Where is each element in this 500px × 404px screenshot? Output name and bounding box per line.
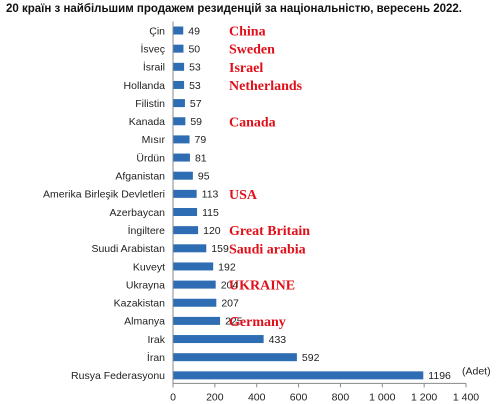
x-tick-label: 0 <box>170 391 176 403</box>
bar <box>173 280 216 289</box>
value-label: 159 <box>211 243 229 255</box>
category-label: Rusya Federasyonu <box>71 370 165 382</box>
x-ticks-layer: 0 200 400 600 800 1 000 1 200 1 400 <box>170 383 479 403</box>
category-label: Amerika Birleşik Devletleri <box>43 189 165 201</box>
x-tick-label: 600 <box>290 391 308 403</box>
category-label: Ürdün <box>136 152 165 164</box>
category-label: Filistin <box>135 98 165 110</box>
value-label: 59 <box>190 116 202 128</box>
category-label: Çin <box>149 25 165 37</box>
value-label: 113 <box>202 189 219 201</box>
value-label: 592 <box>302 352 320 364</box>
country-annotation: USA <box>229 188 258 203</box>
bar <box>173 189 197 198</box>
x-tick-label: 800 <box>332 391 350 403</box>
value-label: 207 <box>221 298 239 310</box>
value-label: 95 <box>198 171 210 183</box>
bar <box>173 335 264 344</box>
value-label: 57 <box>190 98 202 110</box>
x-tick-label: 400 <box>248 391 266 403</box>
category-label: Hollanda <box>124 80 166 92</box>
country-annotation: Great Britain <box>229 224 310 239</box>
country-annotation: Germany <box>229 315 286 330</box>
value-label: 204 <box>221 279 239 291</box>
value-label: 53 <box>189 62 201 74</box>
bar <box>173 117 186 126</box>
value-label: 49 <box>188 25 200 37</box>
x-tick-label: 1 200 <box>411 391 437 403</box>
bar <box>173 44 184 53</box>
category-label: Afganistan <box>115 171 165 183</box>
value-label: 1196 <box>428 370 451 382</box>
country-annotation: Sweden <box>229 43 275 58</box>
bar <box>173 135 190 144</box>
bars-layer: Çin 49 China İsveç 50 Sweden İsrail 53 Israel Hol… <box>43 25 451 383</box>
category-label: İsrail <box>143 61 165 74</box>
category-label: Kazakistan <box>114 298 166 310</box>
value-label: 53 <box>189 80 201 92</box>
unit-label: (Adet) <box>462 365 491 377</box>
country-annotation: Canada <box>229 115 276 130</box>
value-label: 225 <box>225 316 243 328</box>
category-label: İsveç <box>140 42 165 55</box>
value-label: 120 <box>203 225 221 237</box>
bar <box>173 99 185 108</box>
bar <box>173 371 424 380</box>
bar <box>173 353 297 362</box>
bar <box>173 298 217 307</box>
category-label: Irak <box>147 334 165 346</box>
bar <box>173 26 184 35</box>
bar <box>173 316 221 325</box>
bar <box>173 226 199 235</box>
value-label: 192 <box>218 261 236 273</box>
category-label: Suudi Arabistan <box>91 243 165 255</box>
bar <box>173 171 193 180</box>
category-label: Kuveyt <box>133 261 165 273</box>
country-annotation: UKRAINE <box>229 279 295 294</box>
category-label: Almanya <box>124 316 165 328</box>
value-label: 115 <box>202 207 219 219</box>
x-tick-label: 200 <box>206 391 224 403</box>
category-label: Kanada <box>129 116 165 128</box>
value-label: 433 <box>269 334 287 346</box>
bar <box>173 262 214 271</box>
category-label: İngiltere <box>128 224 166 237</box>
bar <box>173 153 190 162</box>
bar <box>173 244 207 253</box>
country-annotation: Netherlands <box>229 79 303 94</box>
country-annotation: Saudi arabia <box>229 242 306 257</box>
value-label: 50 <box>188 43 200 55</box>
chart-title: 20 країн з найбільшим продажем резиденці… <box>6 3 463 15</box>
category-label: İran <box>147 351 165 364</box>
category-label: Azerbaycan <box>110 207 166 219</box>
country-annotation: China <box>229 25 266 40</box>
value-label: 79 <box>195 134 207 146</box>
bar <box>173 62 185 71</box>
bar <box>173 208 198 216</box>
country-annotation: Israel <box>229 61 263 76</box>
category-label: Ukrayna <box>126 279 165 291</box>
x-tick-label: 1 000 <box>369 391 395 403</box>
value-label: 81 <box>195 152 207 164</box>
x-tick-label: 1 400 <box>453 391 479 403</box>
bar <box>173 80 185 89</box>
category-label: Mısır <box>142 134 166 146</box>
